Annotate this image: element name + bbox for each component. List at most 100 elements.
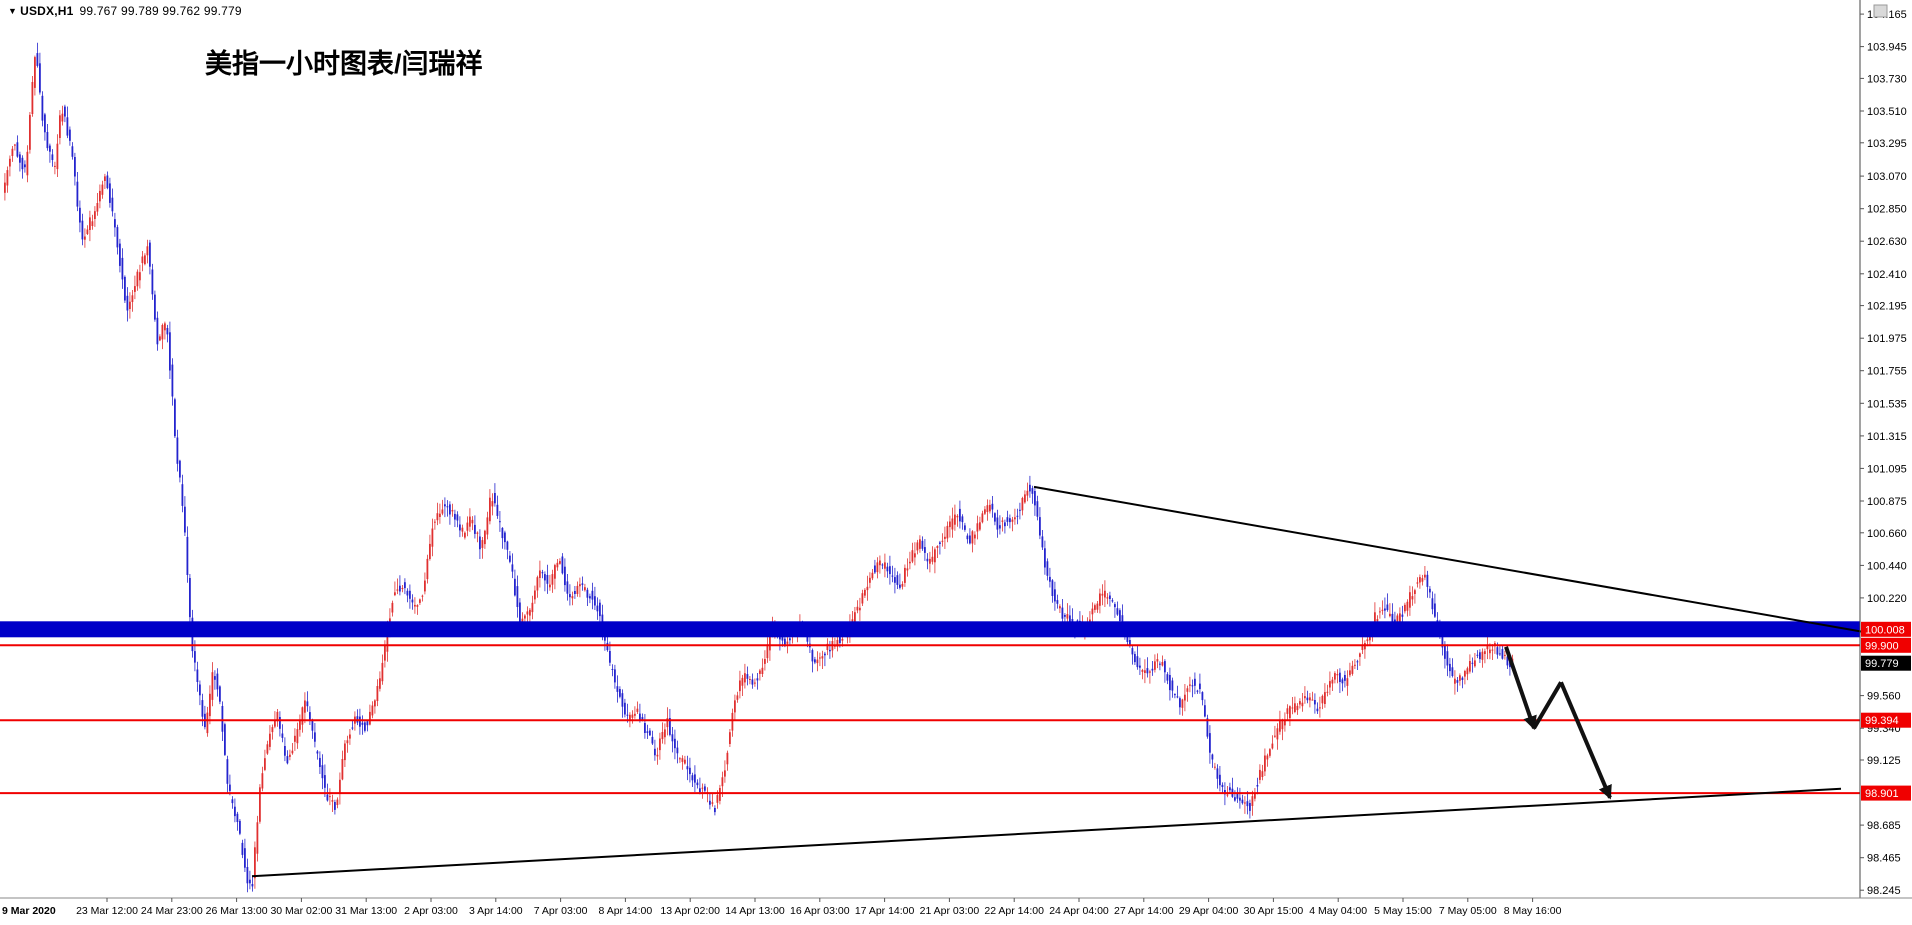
candle-body — [719, 788, 721, 801]
candle-body — [1471, 662, 1474, 664]
candle-body — [626, 714, 629, 716]
x-axis-time-label: 24 Apr 04:00 — [1049, 905, 1109, 917]
candle-body — [1109, 595, 1111, 599]
y-axis-price-label: 102.410 — [1867, 269, 1907, 281]
candle-body — [1324, 692, 1326, 704]
candle-body — [949, 521, 951, 528]
candle-body — [1021, 498, 1024, 511]
candle-body — [1096, 603, 1099, 610]
candle-body — [511, 564, 514, 572]
candle-body — [716, 795, 719, 803]
current-price-badge — [1861, 655, 1911, 671]
candle-body — [1226, 794, 1229, 796]
candle-body — [951, 518, 954, 530]
x-axis-time-label: 13 Apr 02:00 — [660, 905, 720, 917]
candle-body — [1091, 608, 1094, 615]
candle-body — [349, 734, 351, 739]
candle-body — [1286, 708, 1289, 714]
candle-body — [1376, 619, 1379, 622]
candle-body — [1186, 688, 1189, 692]
candle-body — [1504, 654, 1506, 656]
candle-body — [1476, 654, 1479, 656]
level-price-badge — [1861, 785, 1911, 801]
candle-body — [1006, 517, 1009, 522]
candle-body — [1251, 796, 1254, 806]
candle-body — [596, 605, 599, 612]
candle-body — [1031, 488, 1034, 494]
candle-body — [929, 558, 931, 564]
candle-body — [1266, 755, 1269, 760]
candle-body — [1494, 643, 1496, 645]
candle-body — [1489, 649, 1491, 654]
candle-body — [726, 752, 729, 765]
candle-body — [344, 743, 346, 761]
candle-body — [1264, 755, 1266, 772]
candle-body — [419, 599, 421, 603]
candle-body — [629, 714, 631, 721]
candle-body — [559, 561, 561, 564]
y-axis-price-label: 100.220 — [1867, 593, 1907, 605]
candle-body — [1309, 697, 1311, 701]
candle-body — [1219, 774, 1221, 786]
candle-body — [664, 729, 666, 738]
axis-corner-button[interactable] — [1873, 4, 1888, 18]
candle-body — [1474, 660, 1476, 667]
candle-body — [299, 719, 301, 730]
candle-body — [451, 510, 454, 512]
candle-body — [486, 517, 489, 535]
candle-body — [581, 583, 584, 585]
candle-body — [606, 642, 609, 651]
candle-body — [811, 650, 814, 662]
candle-body — [896, 575, 899, 585]
candle-body — [1146, 668, 1149, 674]
candle-body — [51, 154, 54, 160]
candle-body — [469, 516, 471, 527]
candle-body — [904, 567, 906, 583]
candle-body — [916, 542, 919, 551]
ascending-trendline[interactable] — [251, 787, 1842, 878]
projection-arrow[interactable] — [1559, 681, 1612, 800]
y-axis-price-label: 100.660 — [1867, 528, 1907, 540]
candle-body — [326, 794, 329, 801]
candle-body — [1354, 664, 1356, 666]
candle-body — [644, 723, 646, 733]
candle-body — [246, 867, 249, 884]
candle-body — [1269, 749, 1271, 756]
y-axis-price-label: 103.070 — [1867, 171, 1907, 183]
candle-body — [464, 532, 466, 538]
candle-body — [1201, 692, 1204, 701]
candle-body — [691, 775, 694, 781]
resistance-band[interactable] — [0, 621, 1860, 638]
candle-body — [1374, 612, 1376, 628]
candle-body — [1024, 494, 1026, 503]
candle-body — [1069, 615, 1071, 626]
descending-trendline[interactable] — [1033, 485, 1865, 633]
candle-body — [1281, 721, 1284, 730]
badge-price-text: 99.900 — [1865, 640, 1899, 652]
y-axis-price-label: 99.560 — [1867, 691, 1901, 703]
x-axis-time-label: 3 Apr 14:00 — [469, 905, 523, 917]
candle-body — [684, 759, 686, 764]
candle-body — [1216, 768, 1219, 779]
candle-body — [459, 524, 461, 531]
candle-body — [969, 535, 971, 544]
candle-body — [334, 802, 336, 810]
projection-arrow[interactable] — [1504, 646, 1537, 731]
projection-arrow[interactable] — [1532, 681, 1563, 730]
candle-body — [1036, 501, 1039, 517]
candle-body — [1409, 592, 1411, 608]
candle-body — [31, 82, 34, 114]
candle-body — [1161, 662, 1164, 666]
candle-body — [1009, 518, 1011, 523]
y-axis-price-label: 100.875 — [1867, 496, 1907, 508]
candle-body — [1406, 601, 1409, 611]
candle-body — [994, 513, 996, 522]
candle-body — [484, 530, 486, 545]
candle-body — [826, 643, 829, 650]
candle-body — [1119, 610, 1121, 622]
candle-body — [894, 577, 896, 583]
candle-body — [759, 670, 761, 674]
candle-body — [24, 164, 26, 168]
collapse-arrow-icon[interactable]: ▼ — [8, 6, 18, 16]
